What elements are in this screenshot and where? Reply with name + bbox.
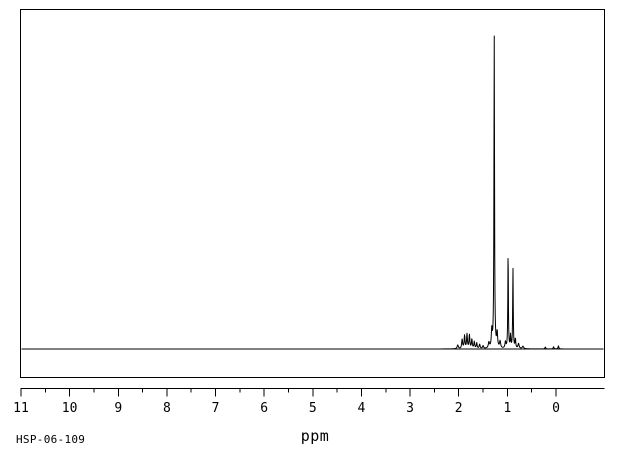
x-axis-tick-label: 6 bbox=[260, 400, 269, 416]
x-axis-tick-label: 1 bbox=[503, 400, 512, 416]
axis-ticks bbox=[20, 387, 605, 397]
x-axis-tick-label: 11 bbox=[13, 400, 29, 416]
x-axis-tick-label: 7 bbox=[211, 400, 220, 416]
x-axis-tick-label: 10 bbox=[61, 400, 78, 416]
x-axis-tick-label: 0 bbox=[552, 400, 560, 416]
x-axis-tick-label: 8 bbox=[162, 400, 171, 416]
plot-frame bbox=[19, 8, 606, 379]
x-axis-tick-label: 4 bbox=[357, 400, 366, 416]
x-axis-tick-label: 3 bbox=[406, 400, 414, 416]
sample-id-label: HSP-06-109 bbox=[16, 433, 86, 446]
plot-frame-border bbox=[19, 8, 606, 379]
spectrum-trace bbox=[21, 35, 604, 350]
x-axis-tick-label: 5 bbox=[308, 400, 317, 416]
spectrum-trace-path bbox=[21, 35, 604, 350]
x-axis-tick-label: 2 bbox=[454, 400, 463, 416]
x-axis-tick-label: 9 bbox=[114, 400, 123, 416]
axis-title-ppm: ppm bbox=[300, 427, 330, 445]
